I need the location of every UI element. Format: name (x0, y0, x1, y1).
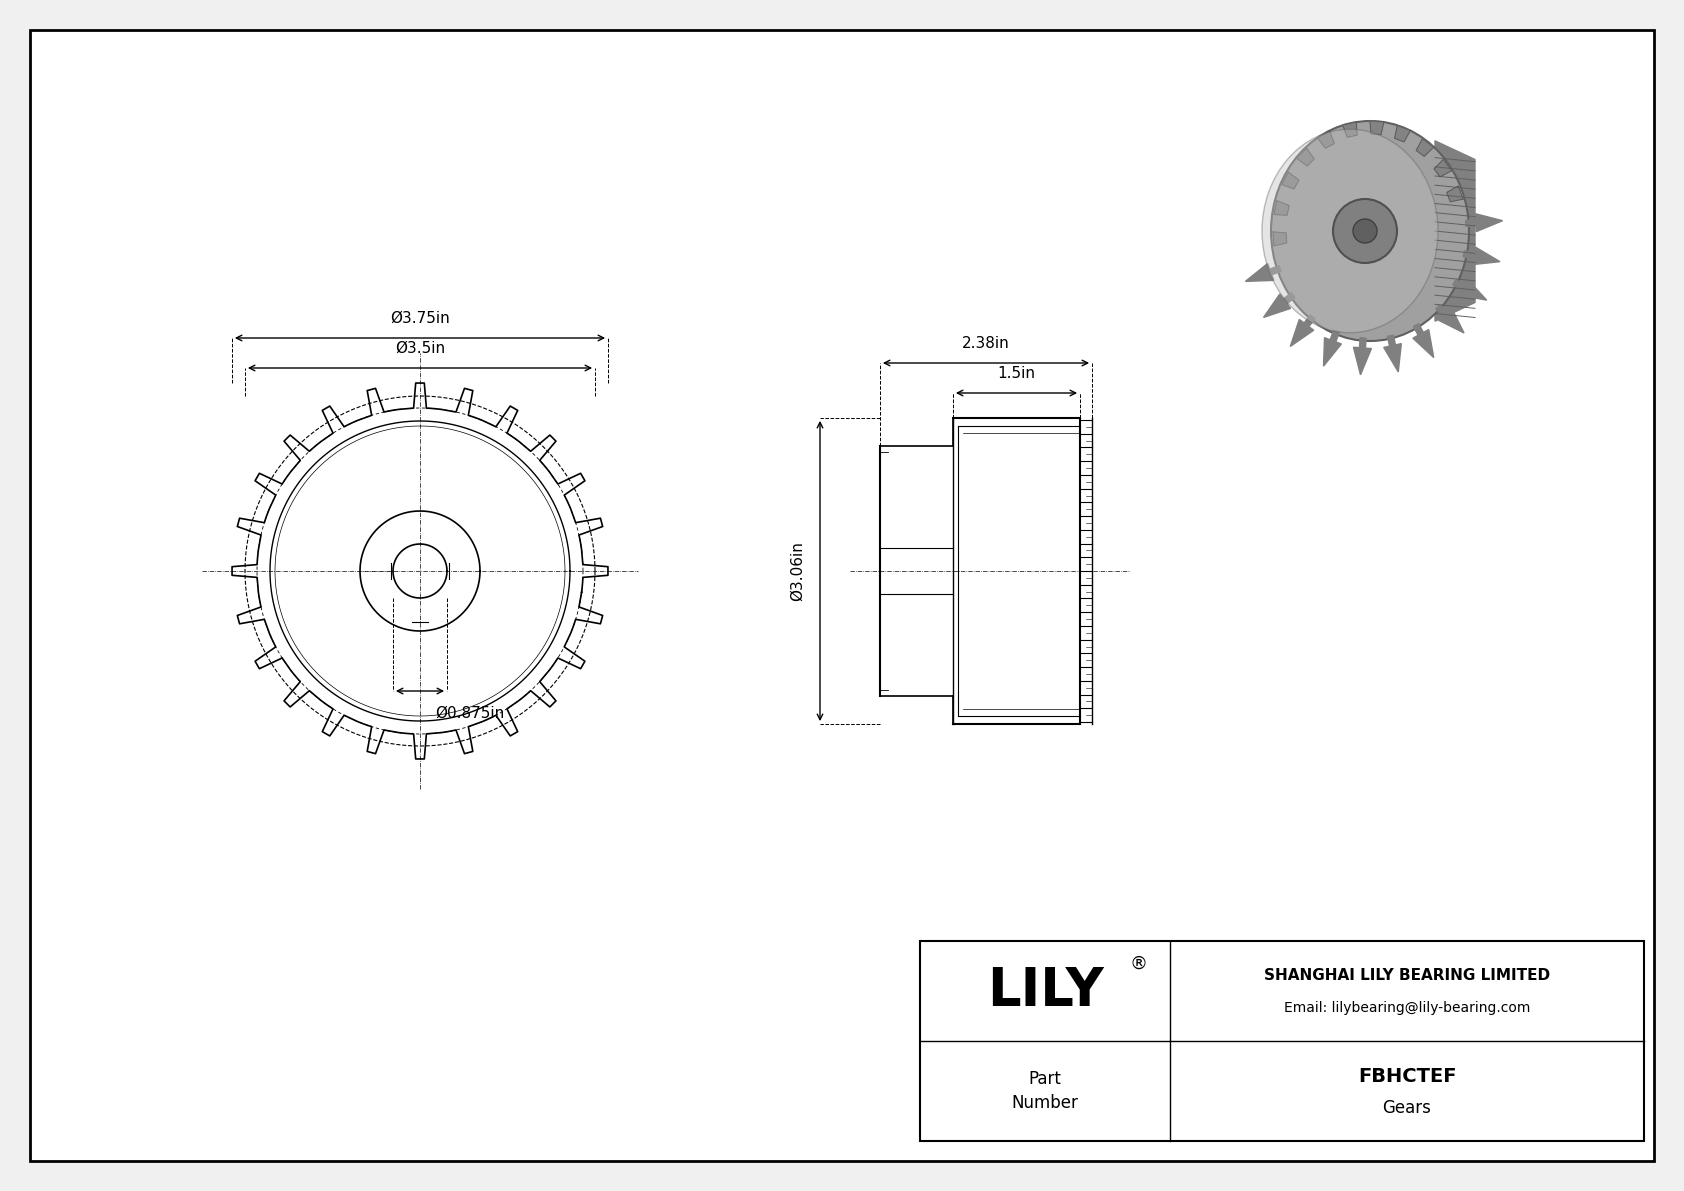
Ellipse shape (1261, 130, 1438, 332)
Text: Email: lilybearing@lily-bearing.com: Email: lilybearing@lily-bearing.com (1283, 1000, 1531, 1015)
FancyArrow shape (1263, 293, 1295, 318)
FancyArrow shape (1436, 305, 1463, 333)
Text: Ø3.75in: Ø3.75in (391, 311, 450, 326)
Text: SHANGHAI LILY BEARING LIMITED: SHANGHAI LILY BEARING LIMITED (1265, 968, 1549, 984)
FancyArrow shape (1413, 324, 1433, 357)
FancyArrow shape (1453, 279, 1487, 300)
FancyArrow shape (1290, 316, 1315, 347)
FancyArrow shape (1384, 335, 1401, 372)
Circle shape (1352, 219, 1378, 243)
Text: Part
Number: Part Number (1012, 1070, 1078, 1112)
FancyArrow shape (1324, 330, 1342, 366)
Text: LILY: LILY (987, 965, 1103, 1017)
Polygon shape (1342, 121, 1357, 137)
Polygon shape (1447, 186, 1463, 201)
FancyArrow shape (1463, 247, 1500, 264)
Polygon shape (1435, 160, 1452, 177)
FancyArrow shape (1246, 263, 1282, 281)
Polygon shape (232, 384, 608, 759)
Ellipse shape (1271, 121, 1468, 341)
Polygon shape (1317, 131, 1334, 148)
Bar (919, 941, 1644, 1141)
Text: Ø3.06in: Ø3.06in (790, 541, 805, 601)
Polygon shape (1394, 125, 1411, 142)
Text: 2.38in: 2.38in (962, 336, 1010, 351)
Polygon shape (1416, 138, 1433, 156)
Text: Ø3.5in: Ø3.5in (396, 341, 445, 356)
Polygon shape (1297, 148, 1314, 166)
Polygon shape (1273, 201, 1290, 216)
Text: Ø0.875in: Ø0.875in (436, 706, 505, 721)
Circle shape (1334, 199, 1398, 263)
Polygon shape (1369, 120, 1384, 135)
FancyArrow shape (1465, 213, 1502, 231)
Polygon shape (1282, 173, 1298, 189)
Text: ®: ® (1128, 955, 1147, 973)
FancyArrow shape (1354, 338, 1371, 375)
Text: 1.5in: 1.5in (997, 366, 1036, 381)
Polygon shape (1435, 141, 1475, 322)
Polygon shape (1273, 232, 1287, 245)
Text: Gears: Gears (1383, 1099, 1431, 1117)
Text: FBHCTEF: FBHCTEF (1357, 1066, 1457, 1085)
